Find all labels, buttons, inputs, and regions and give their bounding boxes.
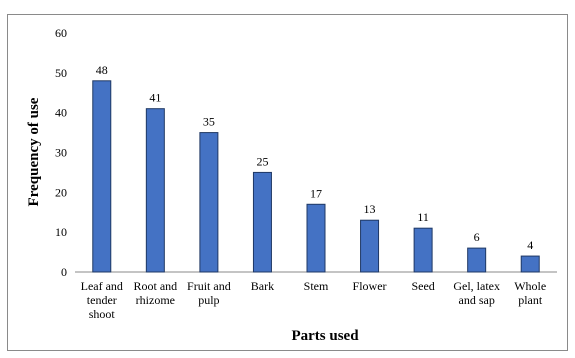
- x-category-label: Fruit and pulp: [187, 279, 231, 307]
- value-label: 48: [96, 63, 108, 77]
- value-label: 6: [474, 230, 480, 244]
- x-category-label: Root and rhizome: [133, 279, 177, 307]
- value-label: 11: [417, 210, 429, 224]
- value-labels: 48 41 35 25 17 13 11 6 4: [96, 63, 533, 252]
- bar: [360, 219, 380, 273]
- bar: [92, 80, 112, 273]
- x-category-label: Seed: [411, 279, 434, 293]
- x-category-label: Bark: [251, 279, 274, 293]
- bar: [306, 203, 326, 273]
- value-label: 25: [256, 154, 268, 168]
- value-label: 4: [527, 238, 533, 252]
- y-tick-label: 0: [61, 265, 67, 279]
- y-tick-label: 20: [55, 185, 67, 199]
- value-label: 17: [310, 186, 322, 200]
- bars: [92, 80, 540, 273]
- y-tick-label: 60: [55, 26, 67, 40]
- value-label: 13: [364, 202, 376, 216]
- bar: [520, 255, 540, 273]
- y-tick-label: 40: [55, 106, 67, 120]
- x-category-label: Gel, latex and sap: [453, 279, 500, 307]
- x-category-label: Leaf and tender shoot: [81, 279, 123, 321]
- y-axis-title: Frequency of use: [26, 97, 42, 206]
- x-category-label: Whole plant: [514, 279, 546, 307]
- bar: [145, 108, 165, 273]
- x-category-labels: Leaf and tender shoot Root and rhizome Fruit …: [81, 279, 547, 321]
- value-label: 41: [149, 91, 161, 105]
- value-label: 35: [203, 115, 215, 129]
- bar: [467, 247, 487, 273]
- bar: [199, 132, 219, 273]
- y-tick-label: 30: [55, 146, 67, 160]
- x-axis-title: Parts used: [291, 328, 359, 344]
- bar: [413, 227, 433, 273]
- y-tick-label: 50: [55, 66, 67, 80]
- y-tick-labels: 0 10 20 30 40 50 60: [55, 26, 67, 279]
- x-category-label: Flower: [353, 279, 387, 293]
- bar: [252, 171, 272, 273]
- y-tick-label: 10: [55, 225, 67, 239]
- x-category-label: Stem: [304, 279, 329, 293]
